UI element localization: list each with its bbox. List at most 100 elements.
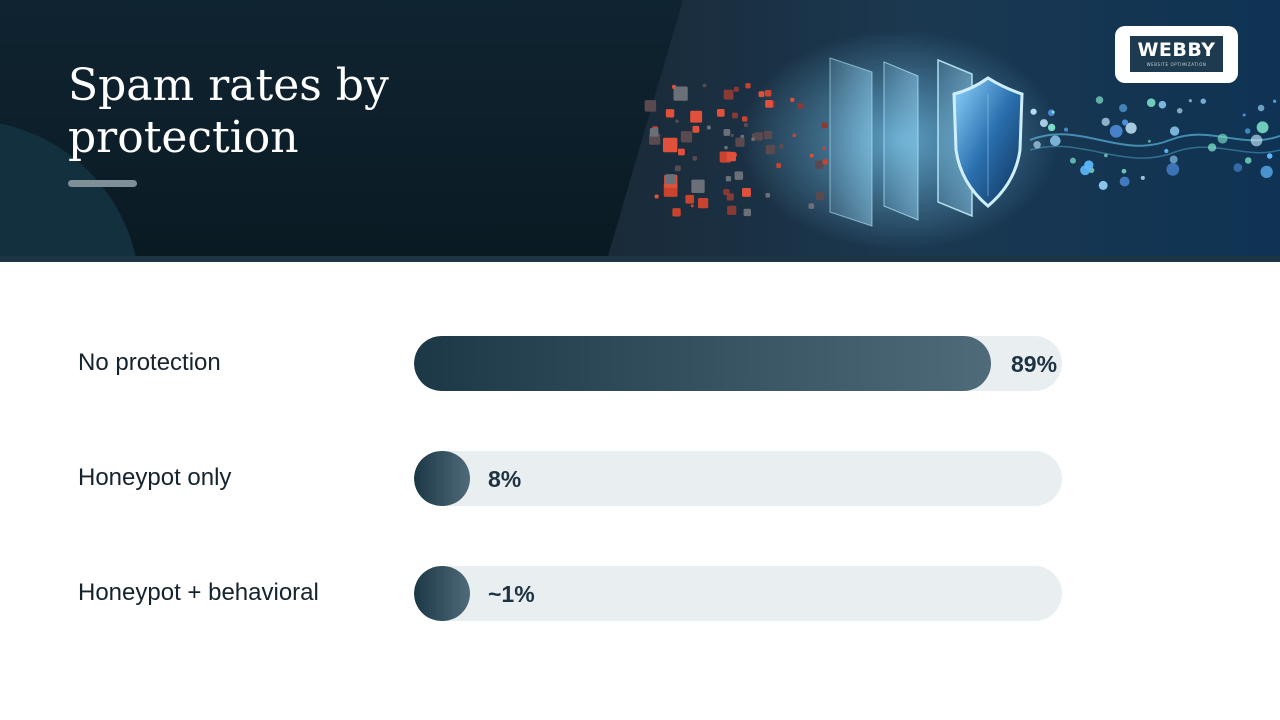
- clean-particle: [1257, 104, 1265, 112]
- spam-particle: [675, 119, 679, 123]
- spam-particle: [727, 205, 737, 215]
- clean-particle: [1260, 165, 1273, 179]
- spam-particle: [654, 194, 659, 199]
- spam-particle: [672, 208, 681, 217]
- bar: [414, 336, 991, 391]
- spam-particle: [726, 151, 736, 162]
- spam-particle: [706, 125, 711, 130]
- clean-particle: [1069, 157, 1076, 164]
- spam-particle: [745, 83, 751, 89]
- clean-particle: [1047, 123, 1056, 132]
- spam-particle: [644, 100, 657, 112]
- logo-tagline: WEBSITE OPTIMIZATION: [1146, 62, 1207, 67]
- spam-particle: [814, 160, 824, 170]
- filter-panel: [829, 57, 873, 227]
- webby-logo: WEBBY WEBSITE OPTIMIZATION: [1115, 26, 1238, 83]
- bar-track: [414, 451, 1062, 506]
- clean-particle: [1207, 143, 1217, 152]
- spam-particle: [821, 122, 828, 129]
- clean-particle: [1063, 127, 1069, 132]
- clean-particle: [1273, 99, 1277, 103]
- clean-particle: [1122, 119, 1129, 126]
- spam-particle: [734, 171, 744, 180]
- spam-particle: [809, 153, 814, 158]
- header-bottom-strip: [0, 256, 1280, 262]
- logo-mark: WEBBY WEBSITE OPTIMIZATION: [1130, 36, 1223, 72]
- spam-particle: [690, 110, 703, 123]
- spam-particle: [678, 148, 685, 156]
- clean-particle: [1050, 135, 1061, 147]
- spam-particle: [674, 165, 681, 172]
- clean-particle: [1109, 124, 1123, 138]
- bar-value-label: 8%: [488, 466, 522, 492]
- spam-particle: [725, 176, 732, 182]
- spam-particle: [735, 137, 745, 147]
- clean-particle: [1101, 117, 1110, 126]
- clean-particle: [1266, 153, 1273, 159]
- clean-particle: [1250, 134, 1263, 147]
- bar-value-label: 89%: [1011, 351, 1058, 377]
- spam-particle: [673, 86, 688, 101]
- spam-particle: [692, 125, 700, 133]
- clean-particle: [1217, 133, 1228, 144]
- clean-particle: [1140, 175, 1145, 180]
- clean-particle: [1039, 119, 1048, 128]
- spam-particle: [733, 86, 739, 92]
- spam-particle: [685, 194, 694, 204]
- clean-particle: [1033, 141, 1041, 149]
- spam-particle: [691, 179, 705, 193]
- spam-particles: [644, 83, 829, 217]
- clean-particle: [1166, 163, 1180, 176]
- spam-particle: [792, 133, 797, 138]
- bar-label: Honeypot only: [78, 464, 232, 491]
- spam-particle: [764, 89, 772, 97]
- clean-particle: [1095, 96, 1104, 104]
- spam-particle: [765, 193, 771, 198]
- clean-particle: [1147, 139, 1151, 143]
- bar: [414, 451, 470, 506]
- spam-particle: [822, 159, 829, 165]
- clean-particle: [1242, 113, 1246, 117]
- spam-particle: [765, 144, 776, 155]
- clean-particle: [1233, 163, 1243, 172]
- spam-particle: [726, 193, 734, 201]
- spam-particle: [779, 143, 784, 149]
- spam-particle: [758, 91, 765, 98]
- spam-particle: [776, 163, 782, 168]
- clean-particle: [1104, 153, 1108, 158]
- clean-particle: [1146, 98, 1156, 107]
- spam-particle: [662, 137, 678, 153]
- clean-particle: [1119, 104, 1128, 113]
- spam-particle: [743, 122, 749, 128]
- hero-illustration: [608, 0, 1280, 256]
- header-banner: Spam rates by protection WEBBY WEBSITE O…: [0, 0, 1280, 256]
- spam-particle: [698, 197, 709, 209]
- bar-label: No protection: [78, 349, 221, 376]
- spam-particle: [690, 204, 694, 208]
- spam-particle: [672, 84, 677, 89]
- clean-particle: [1244, 157, 1252, 164]
- clean-particle: [1256, 121, 1269, 134]
- spam-particle: [692, 156, 698, 161]
- spam-particle: [808, 203, 815, 209]
- spam-particle: [797, 103, 804, 109]
- spam-particle: [724, 145, 728, 150]
- spam-particle: [816, 191, 825, 201]
- clean-particle: [1188, 99, 1192, 103]
- logo-wordmark: WEBBY: [1137, 39, 1216, 61]
- clean-particle: [1200, 98, 1206, 104]
- clean-particle: [1030, 108, 1037, 115]
- spam-particle: [742, 187, 751, 197]
- spam-particle: [763, 130, 773, 140]
- spam-particle: [680, 131, 693, 143]
- clean-particle: [1169, 126, 1180, 136]
- shield-icon: [952, 76, 1024, 208]
- filter-layers: [829, 57, 973, 227]
- clean-particle: [1164, 148, 1169, 154]
- spam-particle: [751, 137, 755, 141]
- spam-particle: [765, 100, 773, 108]
- clean-particle: [1158, 100, 1167, 109]
- clean-data-particles: [1029, 96, 1280, 190]
- spam-particle: [741, 116, 748, 122]
- spam-particle: [665, 109, 675, 118]
